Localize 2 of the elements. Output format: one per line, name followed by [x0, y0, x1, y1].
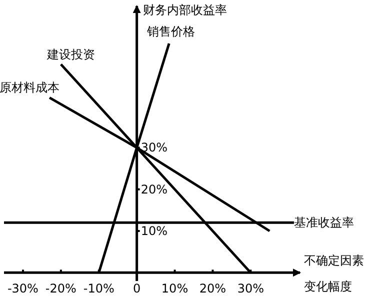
xlabel: 不确定因素变化幅度: [304, 254, 364, 294]
ylabel: 财务内部收益率: [142, 3, 227, 17]
